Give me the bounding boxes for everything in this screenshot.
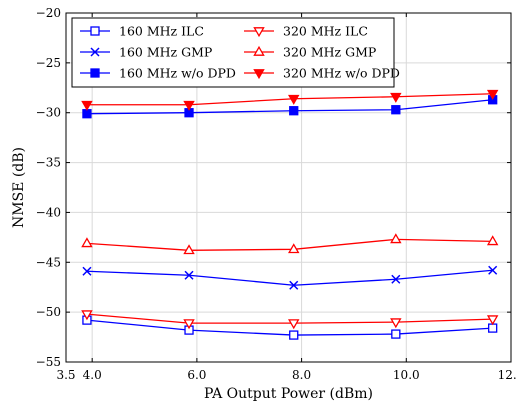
data-point xyxy=(289,280,299,290)
plot-frame xyxy=(65,12,512,363)
data-point xyxy=(81,100,93,111)
legend-label: 160 MHz GMP xyxy=(119,45,212,60)
data-point xyxy=(82,109,92,119)
data-point xyxy=(288,319,300,330)
legend-entry: 320 MHz GMP xyxy=(244,45,376,60)
data-point xyxy=(90,47,100,57)
legend-box xyxy=(71,17,395,88)
data-point xyxy=(81,310,93,321)
data-point xyxy=(253,27,265,38)
y-tick-label: −35 xyxy=(36,156,61,170)
data-point xyxy=(486,315,499,326)
data-point xyxy=(486,235,499,246)
data-point xyxy=(183,244,195,255)
data-point xyxy=(390,233,402,244)
data-point xyxy=(183,319,195,330)
data-point xyxy=(253,69,265,80)
data-point xyxy=(289,106,299,116)
series-line xyxy=(86,269,493,286)
y-tick-label: −45 xyxy=(36,255,61,269)
data-point xyxy=(488,265,498,275)
legend-entry: 160 MHz ILC xyxy=(80,24,204,39)
series-line xyxy=(86,238,493,251)
data-point xyxy=(90,26,100,36)
data-point xyxy=(486,89,499,100)
series-layer xyxy=(81,89,499,340)
data-point xyxy=(90,68,100,78)
x-axis-label: PA Output Power (dBm) xyxy=(204,386,373,402)
data-point xyxy=(81,237,93,248)
legend-label: 320 MHz GMP xyxy=(283,45,376,60)
data-point xyxy=(289,330,299,340)
legend-entry: 320 MHz ILC xyxy=(244,24,368,39)
axis-ticks: 3.5 4.0 6.0 8.0 10.0 12.0 −55 −50 −45 −40 −35 −30 −2… xyxy=(36,6,516,382)
x-tick-label: 4.0 xyxy=(83,368,102,382)
data-point xyxy=(391,274,401,284)
y-tick-label: −25 xyxy=(36,56,61,70)
data-point xyxy=(390,92,402,103)
legend-label: 320 MHz ILC xyxy=(283,24,368,39)
series-3 xyxy=(81,310,499,330)
legend-entry: 160 MHz w/o DPD xyxy=(80,66,236,81)
data-point xyxy=(253,45,265,56)
legend-label: 160 MHz ILC xyxy=(119,24,204,39)
y-tick-label: −30 xyxy=(36,106,61,120)
data-point xyxy=(183,100,195,111)
legend-entry: 320 MHz w/o DPD xyxy=(244,66,400,81)
x-tick-label: 8.0 xyxy=(292,368,311,382)
x-tick-label: 3.5 xyxy=(56,368,75,382)
y-axis-label: NMSE (dB) xyxy=(11,147,27,228)
y-tick-label: −55 xyxy=(36,355,61,369)
y-tick-label: −20 xyxy=(36,6,61,20)
legend: 160 MHz ILC 160 MHz GMP 160 MHz w/o DPD 320… xyxy=(71,17,400,88)
x-tick-label: 12.0 xyxy=(498,368,516,382)
x-tick-label: 6.0 xyxy=(187,368,206,382)
data-point xyxy=(488,323,498,333)
data-point xyxy=(82,266,92,276)
data-point xyxy=(390,318,402,329)
data-point xyxy=(288,94,300,105)
x-tick-label: 10.0 xyxy=(393,368,420,382)
data-point xyxy=(391,105,401,115)
legend-entry: 160 MHz GMP xyxy=(80,45,212,60)
legend-label: 320 MHz w/o DPD xyxy=(283,66,400,81)
y-tick-label: −40 xyxy=(36,205,61,219)
data-point xyxy=(391,329,401,339)
series-1 xyxy=(82,265,498,290)
y-tick-label: −50 xyxy=(36,305,61,319)
series-4 xyxy=(81,233,499,255)
series-5 xyxy=(81,89,499,111)
data-point xyxy=(184,270,194,280)
data-point xyxy=(288,243,300,254)
legend-label: 160 MHz w/o DPD xyxy=(119,66,236,81)
